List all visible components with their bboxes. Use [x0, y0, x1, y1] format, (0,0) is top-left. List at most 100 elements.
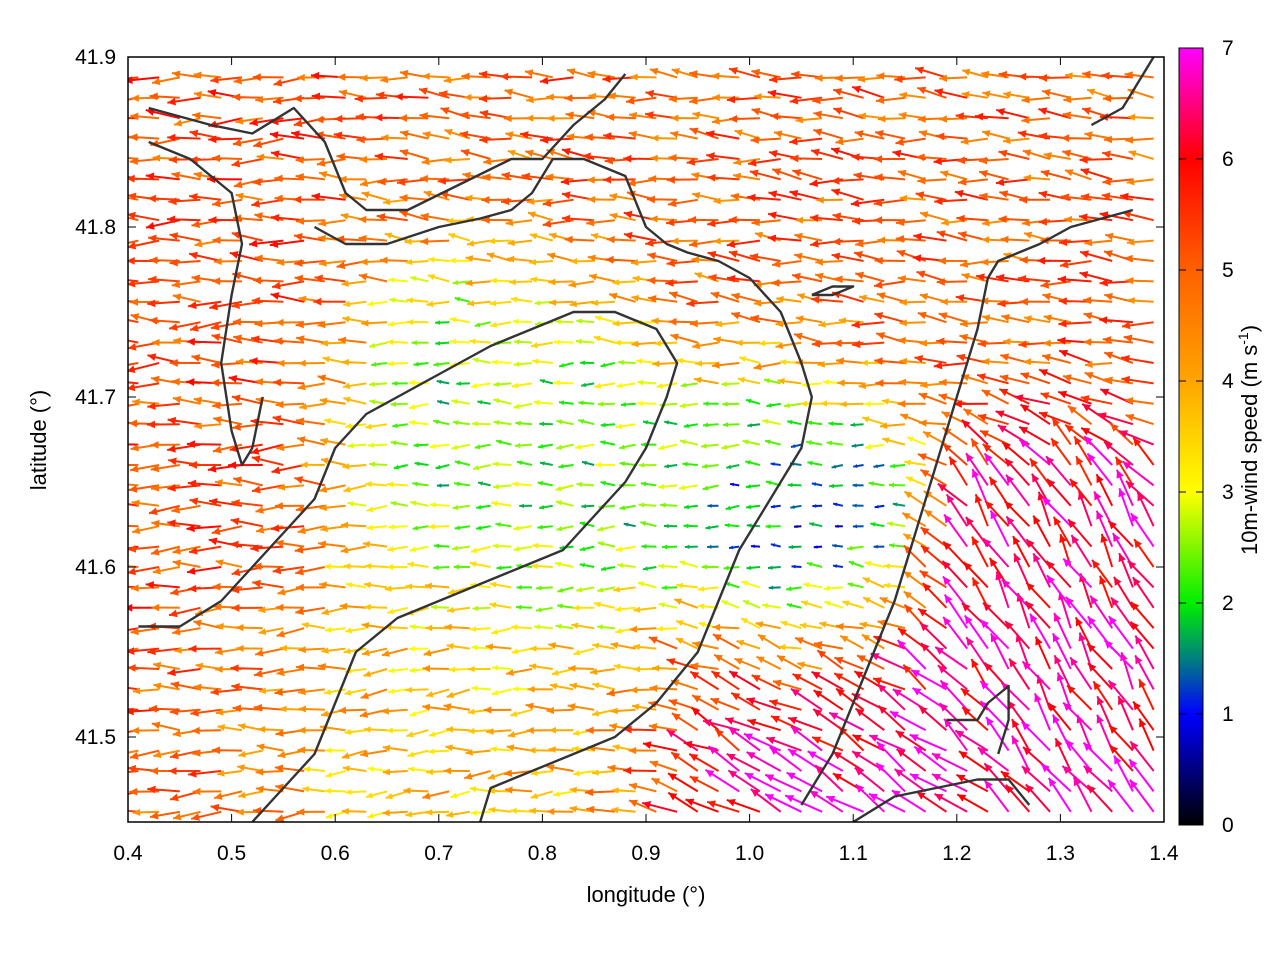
- wind-arrow: [705, 525, 719, 530]
- wind-arrow: [666, 658, 699, 670]
- wind-arrow: [410, 500, 429, 507]
- wind-arrow: [153, 749, 181, 759]
- wind-arrow: [874, 357, 906, 366]
- wind-arrow: [1022, 149, 1051, 160]
- wind-arrow: [776, 654, 802, 670]
- wind-arrow: [591, 769, 616, 776]
- wind-arrow: [477, 400, 491, 405]
- wind-arrow: [874, 173, 906, 182]
- wind-arrow: [773, 130, 802, 140]
- wind-arrow: [956, 214, 988, 223]
- wind-arrow: [704, 768, 740, 793]
- wind-arrow: [619, 443, 636, 450]
- wind-arrow: [419, 112, 450, 120]
- wind-arrow: [467, 727, 491, 735]
- wind-arrow: [399, 149, 429, 160]
- wind-arrow: [1070, 534, 1093, 568]
- wind-arrow: [451, 443, 471, 451]
- wind-arrow: [707, 745, 740, 772]
- wind-arrow: [255, 95, 284, 104]
- wind-arrow: [128, 566, 160, 576]
- wind-arrow: [554, 561, 574, 568]
- colorbar-tick-label: 1: [1222, 703, 1234, 726]
- wind-arrow: [488, 787, 512, 795]
- wind-arrow: [635, 358, 657, 365]
- wind-arrow: [128, 279, 139, 283]
- wind-arrow: [1005, 784, 1031, 813]
- wind-arrow: [345, 789, 367, 796]
- wind-arrow: [692, 341, 719, 350]
- wind-arrow: [128, 585, 139, 589]
- wind-arrow: [171, 70, 201, 79]
- wind-arrow: [190, 810, 222, 821]
- wind-arrow: [870, 652, 906, 670]
- wind-arrow: [574, 443, 595, 450]
- wind-arrow: [903, 544, 927, 568]
- wind-arrow: [390, 440, 408, 446]
- wind-arrow: [129, 133, 160, 142]
- wind-arrow: [795, 315, 823, 324]
- wind-arrow: [509, 278, 533, 286]
- wind-arrow: [491, 500, 512, 507]
- wind-arrow: [1125, 136, 1154, 144]
- wind-arrow: [192, 111, 222, 120]
- wind-arrow: [1032, 552, 1051, 588]
- wind-arrow: [425, 688, 450, 698]
- wind-arrow: [1124, 397, 1154, 405]
- wind-arrow: [977, 413, 1009, 426]
- wind-arrow: [358, 273, 388, 283]
- wind-arrow: [974, 112, 1009, 121]
- wind-arrow: [609, 212, 636, 222]
- wind-arrow: [628, 746, 657, 755]
- wind-arrow: [528, 747, 553, 754]
- wind-arrow: [689, 319, 719, 328]
- wind-arrow: [343, 647, 367, 655]
- wind-arrow: [623, 766, 657, 775]
- wind-arrow: [295, 335, 326, 344]
- wind-arrow: [1079, 250, 1113, 262]
- wind-arrow: [167, 443, 201, 453]
- wind-arrow: [978, 156, 1009, 165]
- wind-arrow: [507, 149, 533, 160]
- wind-arrow: [1023, 358, 1051, 366]
- wind-arrow: [1121, 354, 1154, 364]
- wind-arrow: [1118, 552, 1134, 588]
- wind-arrow: [758, 340, 781, 347]
- wind-arrow: [751, 218, 781, 227]
- wind-arrow: [1084, 238, 1113, 247]
- wind-arrow: [852, 340, 885, 349]
- wind-arrow: [271, 464, 305, 475]
- wind-arrow: [806, 420, 823, 426]
- wind-arrow: [832, 543, 843, 548]
- wind-arrow: [813, 110, 844, 120]
- wind-arrow: [676, 357, 698, 364]
- wind-arrow: [193, 396, 222, 405]
- wind-arrow: [492, 543, 512, 549]
- wind-arrow: [318, 219, 346, 227]
- wind-arrow: [1082, 296, 1113, 305]
- wind-arrow: [1084, 131, 1113, 140]
- wind-arrow: [147, 299, 180, 308]
- wind-arrow: [384, 624, 408, 631]
- wind-arrow: [613, 586, 636, 593]
- wind-arrow: [232, 476, 263, 487]
- wind-arrow: [238, 749, 263, 758]
- wind-arrow: [809, 789, 844, 813]
- wind-arrow: [435, 320, 450, 325]
- wind-arrow: [857, 75, 885, 83]
- wind-arrow: [490, 321, 512, 328]
- wind-arrow: [902, 664, 927, 691]
- wind-arrow: [387, 360, 408, 367]
- wind-arrow: [515, 420, 533, 426]
- wind-arrow: [961, 706, 989, 731]
- wind-arrow: [343, 484, 367, 493]
- wind-arrow: [1128, 150, 1154, 160]
- wind-arrow: [614, 339, 636, 346]
- wind-arrow: [443, 767, 470, 775]
- wind-arrow: [235, 358, 263, 366]
- wind-arrow: [1130, 512, 1155, 548]
- wind-arrow: [491, 688, 512, 696]
- wind-arrow: [536, 585, 553, 591]
- wind-arrow: [919, 211, 947, 222]
- wind-arrow: [732, 172, 761, 181]
